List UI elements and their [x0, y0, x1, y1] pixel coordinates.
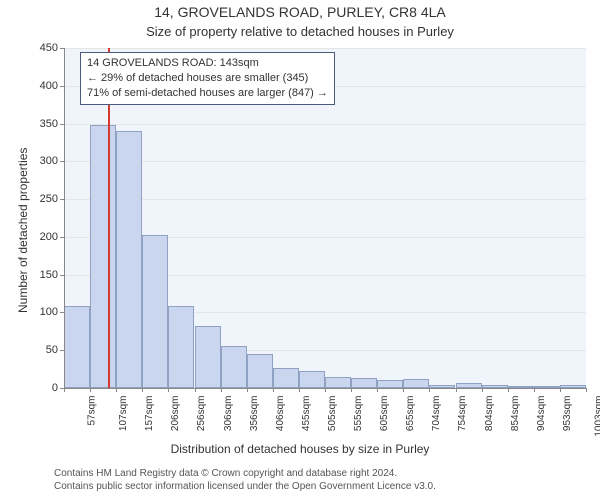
x-axis-label: Distribution of detached houses by size … [0, 442, 600, 456]
histogram-bar [351, 378, 377, 388]
footer-attribution: Contains HM Land Registry data © Crown c… [54, 467, 436, 493]
histogram-bar [247, 354, 273, 388]
x-tick-label: 206sqm [170, 396, 181, 432]
x-tick-label: 505sqm [327, 396, 338, 432]
x-tick-label: 57sqm [87, 396, 98, 426]
histogram-bar [273, 368, 299, 388]
y-tick-label: 300 [40, 155, 58, 167]
footer-line: Contains HM Land Registry data © Crown c… [54, 467, 436, 480]
x-tick-label: 655sqm [405, 396, 416, 432]
y-tick-label: 350 [40, 118, 58, 130]
x-tick-label: 555sqm [353, 396, 364, 432]
y-axis-line [64, 48, 65, 388]
chart-title: 14, GROVELANDS ROAD, PURLEY, CR8 4LA [0, 4, 600, 20]
x-tick-mark [586, 388, 587, 392]
y-tick-label: 0 [52, 382, 58, 394]
x-tick-label: 107sqm [118, 396, 129, 432]
x-tick-label: 306sqm [223, 396, 234, 432]
histogram-bar [142, 235, 168, 388]
y-axis-label: Number of detached properties [16, 148, 30, 313]
x-axis-line [64, 388, 586, 389]
histogram-bar [299, 371, 325, 388]
histogram-bar [195, 326, 221, 388]
histogram-bar [325, 377, 351, 388]
histogram-bar [64, 306, 90, 388]
y-tick-label: 250 [40, 193, 58, 205]
x-tick-label: 904sqm [536, 396, 547, 432]
x-tick-label: 754sqm [457, 396, 468, 432]
y-tick-label: 200 [40, 231, 58, 243]
gridline [64, 48, 586, 49]
y-tick-label: 50 [46, 344, 58, 356]
chart-subtitle: Size of property relative to detached ho… [0, 24, 600, 39]
x-tick-label: 804sqm [484, 396, 495, 432]
x-tick-label: 953sqm [562, 396, 573, 432]
annotation-line: ← 29% of detached houses are smaller (34… [87, 71, 328, 86]
histogram-bar [90, 125, 116, 388]
x-tick-label: 356sqm [249, 396, 260, 432]
y-tick-label: 150 [40, 269, 58, 281]
annotation-line: 71% of semi-detached houses are larger (… [87, 86, 328, 101]
footer-line: Contains public sector information licen… [54, 480, 436, 493]
x-tick-label: 256sqm [196, 396, 207, 432]
y-tick-label: 100 [40, 306, 58, 318]
x-tick-label: 157sqm [144, 396, 155, 432]
chart-container: 14, GROVELANDS ROAD, PURLEY, CR8 4LA Siz… [0, 0, 600, 500]
y-tick-label: 400 [40, 80, 58, 92]
x-tick-label: 455sqm [301, 396, 312, 432]
y-tick-label: 450 [40, 42, 58, 54]
x-tick-label: 854sqm [510, 396, 521, 432]
histogram-bar [116, 131, 142, 388]
gridline [64, 124, 586, 125]
x-tick-label: 406sqm [275, 396, 286, 432]
annotation-box: 14 GROVELANDS ROAD: 143sqm← 29% of detac… [80, 52, 335, 105]
x-tick-label: 704sqm [431, 396, 442, 432]
annotation-line: 14 GROVELANDS ROAD: 143sqm [87, 56, 328, 71]
gridline [64, 161, 586, 162]
histogram-bar [221, 346, 247, 388]
histogram-bar [377, 380, 403, 388]
histogram-bar [403, 379, 429, 388]
gridline [64, 199, 586, 200]
x-tick-label: 1003sqm [594, 396, 600, 437]
plot-area: 05010015020025030035040045057sqm107sqm15… [64, 48, 586, 388]
x-tick-label: 605sqm [379, 396, 390, 432]
histogram-bar [168, 306, 194, 388]
